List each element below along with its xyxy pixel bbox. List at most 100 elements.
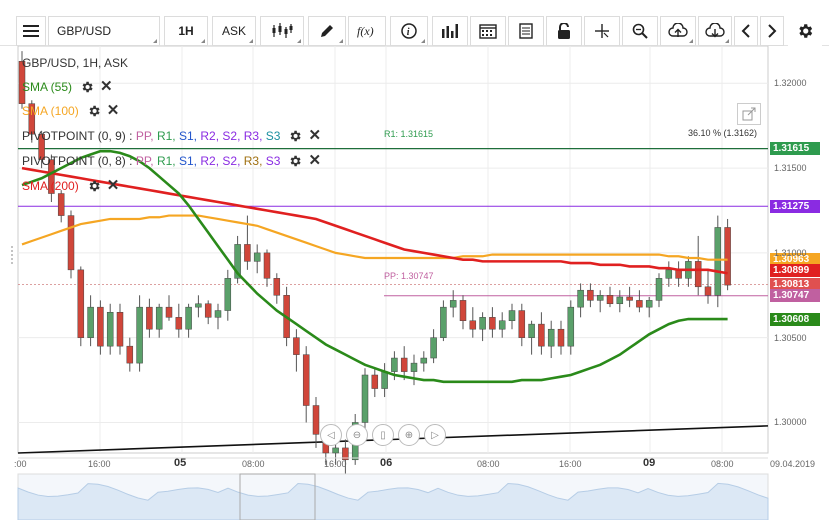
- gear-icon[interactable]: [87, 179, 101, 193]
- candle-body: [626, 296, 633, 301]
- candle-body: [577, 289, 584, 308]
- candle-body: [293, 337, 300, 355]
- candle-body: [165, 306, 173, 318]
- candle-body: [195, 303, 202, 308]
- toolbar: GBP/USD 1H ASK f(x) i: [0, 0, 829, 46]
- candle-body: [636, 300, 643, 308]
- symbol-input[interactable]: GBP/USD: [48, 16, 160, 46]
- chart-title-legend: GBP/USD, 1H, ASK: [22, 56, 128, 70]
- settings-button[interactable]: [788, 16, 822, 46]
- price-tag-pp: 1.30747: [770, 289, 820, 303]
- gear-icon[interactable]: [288, 154, 302, 168]
- dropdown-corner-icon: [689, 39, 693, 43]
- dropdown-corner-icon: [339, 39, 343, 43]
- x-axis-label: 09: [643, 457, 656, 469]
- calendar-button[interactable]: [470, 16, 506, 46]
- candle-body: [136, 306, 143, 364]
- candle-body: [596, 295, 604, 301]
- crosshair-button[interactable]: [584, 16, 620, 46]
- candle-body: [430, 337, 437, 359]
- candle-body: [547, 328, 555, 347]
- price-tag-r1: 1.31615: [770, 142, 820, 156]
- candle-body: [694, 261, 702, 288]
- candle-body: [214, 310, 222, 318]
- nav-back-button[interactable]: ◁: [320, 424, 342, 446]
- interval-value: 1H: [178, 24, 194, 38]
- candle-body: [665, 269, 673, 279]
- close-icon[interactable]: ✕: [308, 127, 322, 144]
- symbol-value: GBP/USD: [57, 24, 112, 38]
- expand-chart-button[interactable]: [737, 103, 761, 125]
- x-axis-label: 16:00: [324, 459, 347, 469]
- pivot1-r1: R1,: [156, 129, 176, 143]
- chart-type-button[interactable]: [260, 16, 304, 46]
- gear-icon[interactable]: [288, 129, 302, 143]
- reset-view-button[interactable]: ▯: [372, 424, 394, 446]
- pivot1-s1: S1,: [179, 129, 198, 143]
- candle-body: [498, 320, 506, 330]
- close-icon[interactable]: ✕: [100, 78, 113, 95]
- cloud-download-icon: [705, 23, 725, 38]
- lock-icon: [558, 23, 570, 39]
- function-icon: f(x): [357, 24, 374, 38]
- pivot1-r3: R3,: [243, 129, 263, 143]
- chart-area[interactable]: GBP/USD, 1H, ASK SMA (55) ✕ SMA (100) ✕ …: [0, 46, 829, 520]
- menu-button[interactable]: [16, 16, 46, 46]
- candle-body: [48, 159, 55, 194]
- price-type-value: ASK: [221, 24, 246, 38]
- svg-text:i: i: [407, 27, 410, 38]
- pivot1-name: PIVOTPOINT (0, 9): [22, 129, 126, 143]
- close-icon[interactable]: ✕: [308, 152, 322, 169]
- sma55-label: SMA (55): [22, 80, 73, 94]
- upload-button[interactable]: [660, 16, 696, 46]
- candle-body: [587, 289, 594, 301]
- dropdown-corner-icon: [297, 39, 301, 43]
- interval-select[interactable]: 1H: [164, 16, 208, 46]
- candle-body: [655, 278, 663, 301]
- volume-button[interactable]: [432, 16, 468, 46]
- candle-body: [312, 405, 320, 435]
- zoom-in-button[interactable]: ⊕: [398, 424, 420, 446]
- close-icon[interactable]: ✕: [106, 177, 120, 194]
- pivot1-pp: PP,: [135, 129, 154, 143]
- candle-body: [155, 306, 163, 330]
- x-axis-label: 16:00: [559, 459, 582, 469]
- candle-body: [371, 374, 379, 389]
- candle-body: [106, 311, 114, 347]
- info-button[interactable]: i: [390, 16, 428, 46]
- candle-body: [440, 306, 447, 338]
- price-tag-purple: 1.31275: [770, 199, 820, 213]
- scroll-right-button[interactable]: [760, 16, 784, 46]
- pivot2-legend: PIVOTPOINT (0, 8) : PP, R1, S1, R2, S2, …: [22, 152, 322, 169]
- pivot2-name: PIVOTPOINT (0, 8): [22, 154, 126, 168]
- price-chart[interactable]: [0, 46, 829, 520]
- lock-button[interactable]: [546, 16, 582, 46]
- close-icon[interactable]: ✕: [106, 102, 120, 119]
- sma55-legend: SMA (55) ✕: [22, 78, 113, 95]
- candle-body: [342, 447, 349, 461]
- nav-forward-button[interactable]: ▷: [424, 424, 446, 446]
- zoom-out-button[interactable]: ⊖: [346, 424, 368, 446]
- pivot2-r2: R2,: [200, 154, 220, 168]
- candle-body: [714, 227, 722, 296]
- scroll-left-button[interactable]: [734, 16, 758, 46]
- pivot2-sep: :: [125, 154, 136, 168]
- price-type-select[interactable]: ASK: [212, 16, 256, 46]
- candle-body: [67, 215, 75, 271]
- x-axis-label: 05: [174, 457, 187, 469]
- candle-body: [175, 317, 183, 330]
- draw-tool-button[interactable]: [308, 16, 346, 46]
- gear-icon[interactable]: [87, 104, 101, 118]
- candle-body: [234, 244, 241, 279]
- candle-body: [263, 252, 271, 279]
- candle-body: [567, 306, 575, 347]
- gear-icon[interactable]: [80, 80, 94, 94]
- crosshair-icon: [595, 24, 609, 38]
- templates-button[interactable]: [508, 16, 544, 46]
- y-axis-label: 1.30500: [774, 332, 807, 343]
- indicators-button[interactable]: f(x): [348, 16, 386, 46]
- x-axis-label: 06: [380, 457, 393, 469]
- download-button[interactable]: [698, 16, 732, 46]
- info-icon: i: [401, 23, 417, 39]
- zoom-button[interactable]: [622, 16, 658, 46]
